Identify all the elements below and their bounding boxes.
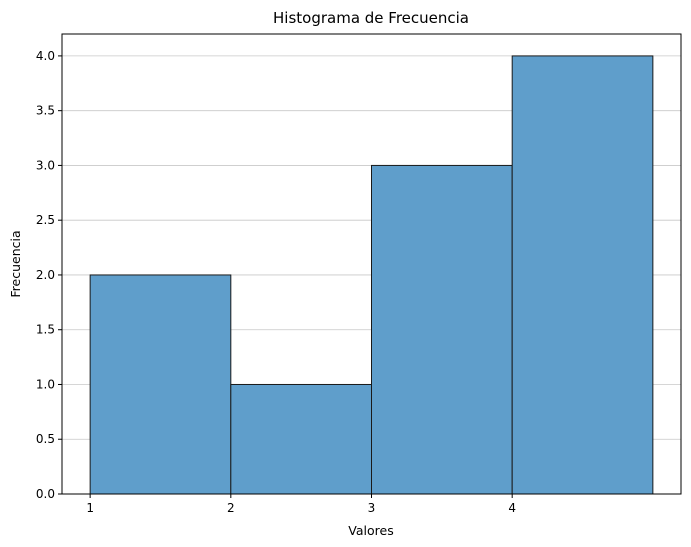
bars bbox=[89, 55, 654, 495]
y-tick-label: 2.0 bbox=[36, 268, 55, 282]
y-tick-label: 0.0 bbox=[36, 487, 55, 501]
histogram-bar bbox=[230, 383, 372, 495]
chart-title: Histograma de Frecuencia bbox=[273, 9, 469, 27]
histogram-bar bbox=[89, 274, 232, 495]
x-axis-ticks: 1 2 3 4 bbox=[86, 494, 516, 515]
histogram-bar bbox=[511, 55, 654, 495]
y-axis-ticks: 0.0 0.5 1.0 1.5 2.0 2.5 3.0 3.5 4.0 bbox=[36, 49, 62, 501]
y-tick-label: 3.5 bbox=[36, 104, 55, 118]
x-tick-label: 3 bbox=[368, 501, 376, 515]
y-tick-label: 1.5 bbox=[36, 323, 55, 337]
y-axis-title: Frecuencia bbox=[8, 230, 23, 297]
y-tick-label: 4.0 bbox=[36, 49, 55, 63]
y-tick-label: 0.5 bbox=[36, 432, 55, 446]
y-tick-label: 2.5 bbox=[36, 213, 55, 227]
x-tick-label: 1 bbox=[86, 501, 94, 515]
y-tick-label: 1.0 bbox=[36, 377, 55, 391]
x-tick-label: 4 bbox=[508, 501, 516, 515]
y-tick-label: 3.0 bbox=[36, 158, 55, 172]
x-tick-label: 2 bbox=[227, 501, 235, 515]
x-axis-title: Valores bbox=[348, 523, 393, 538]
histogram-bar bbox=[371, 164, 513, 495]
